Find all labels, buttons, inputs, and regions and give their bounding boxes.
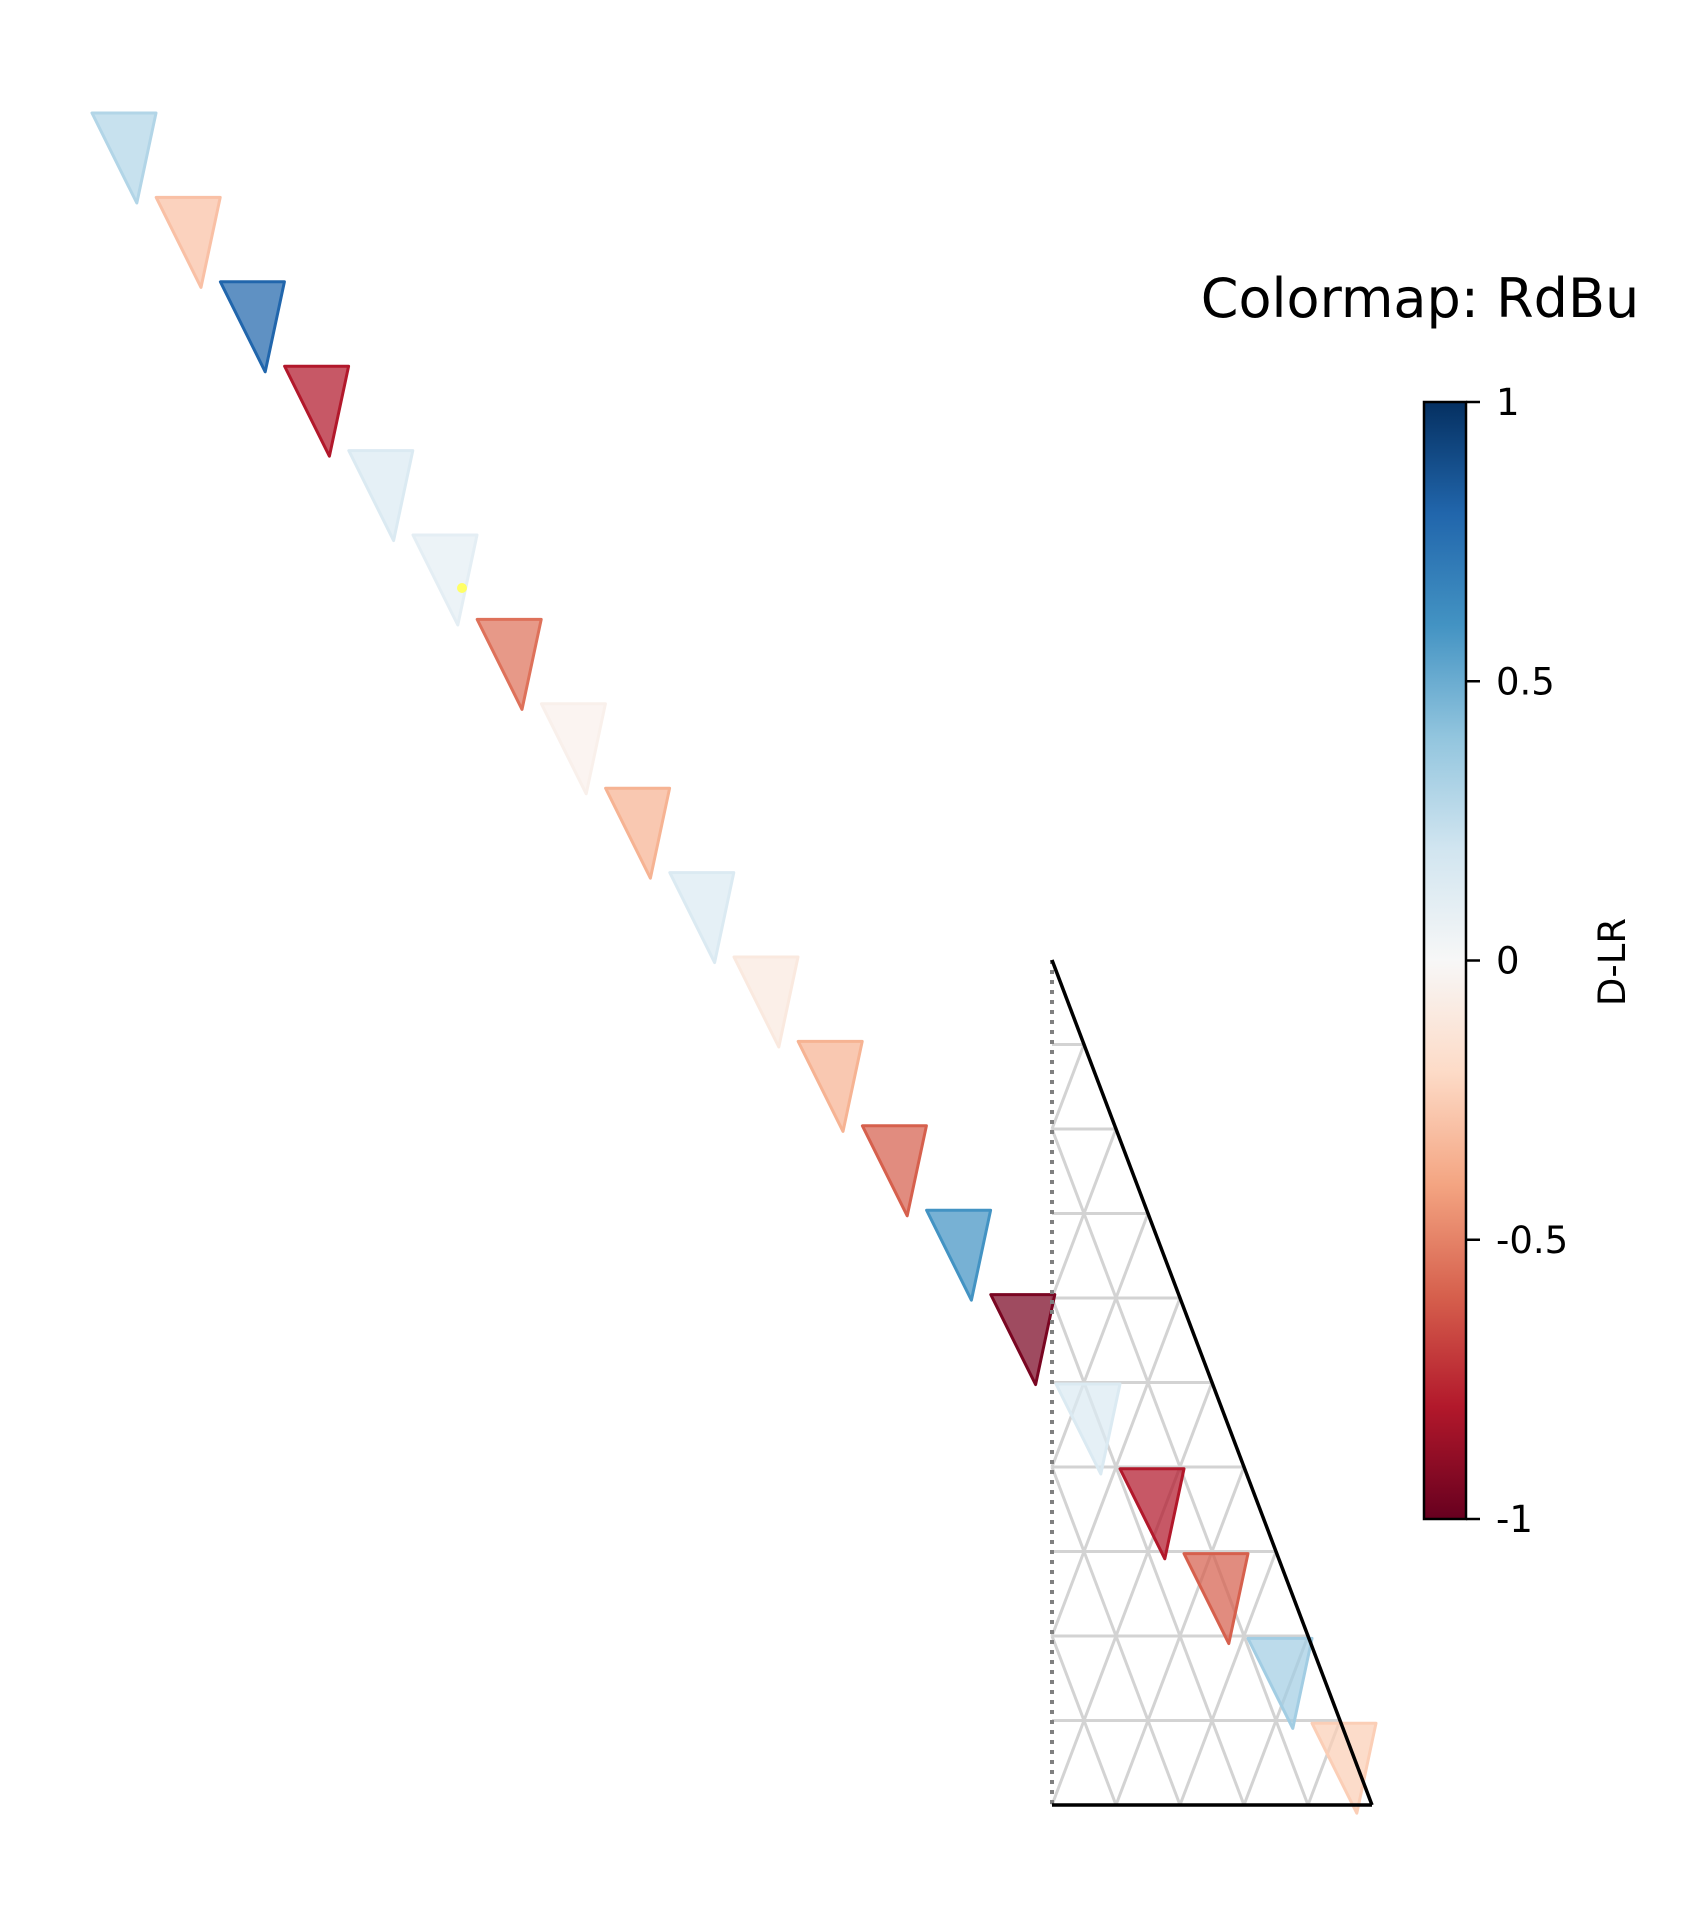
grid-diag — [1146, 1550, 1182, 1637]
grid-diag — [1210, 1466, 1246, 1553]
grid-diag — [1082, 1635, 1118, 1722]
chart-title: Colormap: RdBu — [1201, 267, 1639, 330]
grid-diag — [1050, 1128, 1086, 1215]
grid-diag — [1242, 1550, 1278, 1637]
diagonal-cell — [925, 1208, 993, 1302]
diagonal-cell — [475, 617, 543, 711]
grid-cell — [1054, 1382, 1122, 1476]
grid-cell — [1182, 1552, 1250, 1646]
grid-diag — [1114, 1381, 1150, 1468]
diagonal-cell — [860, 1124, 928, 1218]
grid-cell — [1246, 1636, 1314, 1730]
grid-diag — [1242, 1635, 1278, 1722]
frame-hypotenuse — [1050, 959, 1374, 1806]
grid-diag — [1082, 1212, 1118, 1299]
grid-diag — [1146, 1297, 1182, 1384]
grid-diag — [1050, 1719, 1086, 1806]
grid-diag — [1178, 1719, 1214, 1806]
grid-diag — [1146, 1719, 1182, 1806]
grid-diag — [1050, 1466, 1086, 1553]
grid-diag — [1114, 1635, 1150, 1722]
grid-diag — [1114, 1550, 1150, 1637]
grid-diag — [1114, 1466, 1150, 1553]
diagonal-cell — [154, 195, 222, 289]
grid-diag — [1082, 1550, 1118, 1637]
grid-diag — [1210, 1635, 1246, 1722]
diagonal-cell — [90, 111, 158, 205]
colorbar-tick-label: 1 — [1496, 381, 1520, 424]
grid-diag — [1178, 1466, 1214, 1553]
diagonal-cell — [283, 364, 351, 458]
diagonal-cell — [347, 449, 415, 543]
grid-diag — [1082, 1719, 1118, 1806]
grid-diag — [1114, 1719, 1150, 1806]
grid-diag — [1274, 1719, 1310, 1806]
grid-diag — [1146, 1381, 1182, 1468]
grid-diag — [1050, 1043, 1086, 1130]
grid-diag — [1082, 1297, 1118, 1384]
colorbar-ticks: 1 0.5 0 -0.5 -1 — [1466, 381, 1568, 1541]
grid-diag — [1082, 1128, 1118, 1215]
colorbar-tick-label: -1 — [1496, 1498, 1533, 1541]
grid-diag — [1242, 1719, 1278, 1806]
diagonal-cell — [668, 871, 736, 965]
colorbar-tick-label: 0 — [1496, 940, 1520, 983]
grid-cell — [1310, 1721, 1378, 1815]
grid-diag — [1146, 1635, 1182, 1722]
diagonal-cell — [411, 533, 479, 627]
grid-diag — [1050, 1212, 1086, 1299]
diagonal-cell — [539, 702, 607, 796]
diagonal-cell — [989, 1293, 1057, 1387]
grid-diag — [1082, 1466, 1118, 1553]
cell-marker — [457, 583, 467, 593]
diagonal-cell — [218, 280, 286, 374]
colorbar: 1 0.5 0 -0.5 -1 D-LR — [1422, 381, 1634, 1541]
diagonal-cell — [732, 955, 800, 1049]
grid-diag — [1114, 1212, 1150, 1299]
grid-diag — [1114, 1297, 1150, 1384]
colorbar-tick-label: 0.5 — [1496, 660, 1555, 703]
grid-diag — [1050, 1550, 1086, 1637]
triangle-frame — [1050, 959, 1374, 1807]
grid-cell — [1118, 1467, 1186, 1561]
colorbar-gradient — [1422, 400, 1468, 1521]
grid-diag — [1050, 1635, 1086, 1722]
grid-diag — [1178, 1635, 1214, 1722]
grid-diag — [1178, 1381, 1214, 1468]
grid-diag — [1050, 1297, 1086, 1384]
colorbar-label: D-LR — [1591, 918, 1634, 1006]
grid-diag — [1210, 1719, 1246, 1806]
colorbar-tick-label: -0.5 — [1496, 1219, 1568, 1262]
diagonal-cell — [796, 1039, 864, 1133]
diagonal-cell — [604, 786, 672, 880]
value-cells — [90, 111, 1378, 1815]
